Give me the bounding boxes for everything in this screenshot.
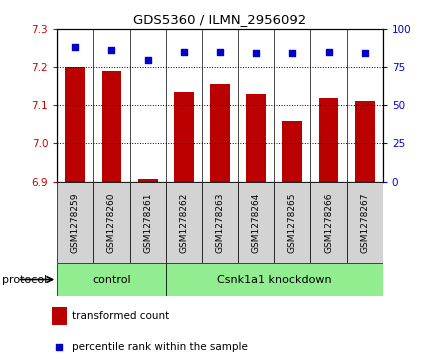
Text: Csnk1a1 knockdown: Csnk1a1 knockdown: [217, 274, 332, 285]
Text: GSM1278266: GSM1278266: [324, 192, 333, 253]
Text: GSM1278265: GSM1278265: [288, 192, 297, 253]
Bar: [57, 182, 93, 263]
Point: [144, 57, 151, 62]
Point: [72, 44, 79, 50]
Bar: [355, 101, 375, 182]
Point: [56, 344, 63, 350]
Text: GSM1278262: GSM1278262: [180, 192, 188, 253]
Bar: [282, 121, 302, 182]
Bar: [210, 84, 230, 182]
Bar: [311, 182, 347, 263]
Text: protocol: protocol: [2, 274, 48, 285]
Point: [108, 48, 115, 53]
Bar: [166, 182, 202, 263]
Point: [361, 50, 368, 56]
Bar: [202, 182, 238, 263]
Point: [253, 50, 260, 56]
Bar: [246, 94, 266, 182]
Text: GSM1278261: GSM1278261: [143, 192, 152, 253]
Point: [180, 49, 187, 55]
Bar: [66, 67, 85, 182]
Bar: [52, 307, 67, 325]
Bar: [274, 182, 311, 263]
Bar: [93, 182, 129, 263]
Bar: [238, 182, 274, 263]
Title: GDS5360 / ILMN_2956092: GDS5360 / ILMN_2956092: [133, 13, 307, 26]
Bar: [57, 263, 166, 296]
Point: [325, 49, 332, 55]
Text: percentile rank within the sample: percentile rank within the sample: [72, 342, 248, 352]
Point: [289, 50, 296, 56]
Bar: [347, 182, 383, 263]
Text: transformed count: transformed count: [72, 311, 169, 321]
Point: [216, 49, 224, 55]
Text: control: control: [92, 274, 131, 285]
Bar: [138, 179, 158, 182]
Bar: [319, 98, 338, 182]
Text: GSM1278264: GSM1278264: [252, 192, 260, 253]
Bar: [129, 182, 166, 263]
Bar: [174, 92, 194, 182]
Text: GSM1278259: GSM1278259: [71, 192, 80, 253]
Bar: [166, 263, 383, 296]
Text: GSM1278263: GSM1278263: [216, 192, 224, 253]
Bar: [102, 71, 121, 182]
Text: GSM1278260: GSM1278260: [107, 192, 116, 253]
Text: GSM1278267: GSM1278267: [360, 192, 369, 253]
